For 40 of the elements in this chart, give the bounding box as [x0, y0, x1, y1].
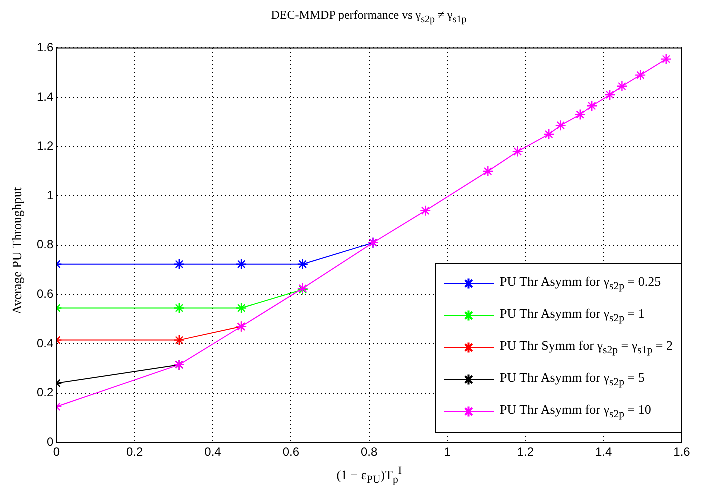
- y-tick-label: 0.6: [36, 287, 54, 302]
- legend-label: PU Thr Symm for γ$_{s2p}$ = γ$_{s1p}$ = 2: [500, 338, 673, 357]
- x-tick-label: 1.2: [517, 445, 534, 460]
- y-axis-title: Average PU Throughput: [10, 186, 26, 314]
- point: [634, 70, 646, 81]
- legend-label: PU Thr Asymm for γ$_{s2p}$ = 0.25: [500, 274, 662, 293]
- point: [555, 120, 566, 132]
- point: [482, 166, 494, 178]
- point: [297, 258, 308, 270]
- y-tick-label: 1.4: [36, 90, 54, 104]
- y-tick-label: 0.2: [36, 386, 54, 400]
- chart-title: DEC-MMDP performance vs γ$_{s2p}$ ≠ γ$_{s1p}$: [270, 8, 468, 26]
- point: [174, 258, 185, 270]
- y-tick-label: 1.2: [36, 139, 54, 154]
- legend-label: PU Thr Asymm for γ$_{s2p}$ = 10: [500, 402, 652, 421]
- legend-label: PU Thr Asymm for γ$_{s2p}$ = 5: [500, 370, 645, 389]
- y-tick-label: 0.8: [36, 238, 54, 252]
- x-tick-label: 0.8: [360, 445, 378, 460]
- y-tick-label: 1.6: [36, 40, 54, 55]
- x-tick-label: 0.4: [204, 445, 222, 460]
- point: [660, 54, 672, 65]
- point: [174, 302, 185, 314]
- point: [616, 80, 628, 92]
- legend-label: PU Thr Asymm for γ$_{s2p}$ = 1: [500, 306, 645, 325]
- point: [512, 146, 524, 158]
- y-tick-label: 1: [46, 188, 54, 202]
- y-tick-label: 0: [46, 434, 54, 449]
- point: [420, 205, 432, 216]
- x-tick-label: 0.6: [282, 445, 300, 460]
- x-tick-label: 1.6: [674, 445, 691, 460]
- x-tick-label: 1: [444, 445, 452, 460]
- point: [574, 109, 586, 120]
- point: [236, 258, 248, 270]
- point: [544, 128, 555, 140]
- point: [604, 89, 616, 101]
- point: [236, 302, 248, 314]
- point: [586, 100, 598, 112]
- x-tick-label: 0.2: [126, 445, 144, 460]
- x-tick-label: 1.4: [595, 445, 612, 460]
- y-tick-label: 0.4: [36, 336, 54, 350]
